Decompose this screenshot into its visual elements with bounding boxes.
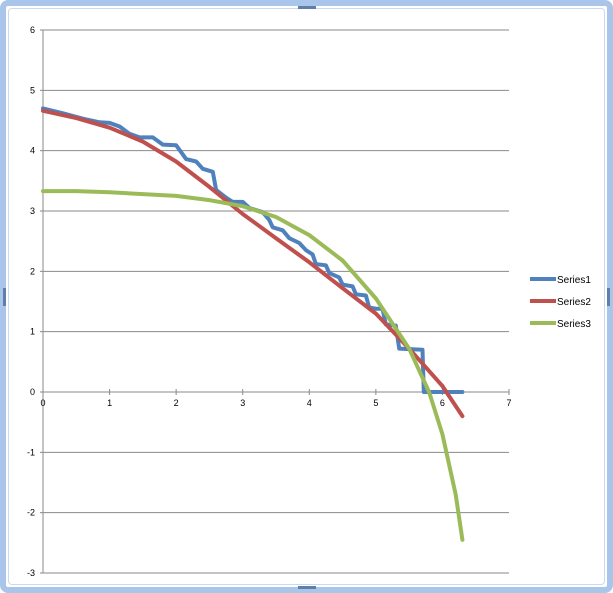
y-tick-label: 2: [30, 266, 35, 276]
resize-handle-top[interactable]: [298, 6, 316, 9]
x-tick-label: 6: [440, 398, 445, 408]
legend-label-3: Series3: [557, 319, 591, 330]
resize-handle-right[interactable]: [607, 288, 610, 306]
y-tick-label: -2: [27, 508, 35, 518]
resize-handle-left[interactable]: [3, 288, 6, 306]
y-tick-label: 0: [30, 387, 35, 397]
resize-handle-bottom[interactable]: [298, 586, 316, 589]
y-tick-label: 6: [30, 25, 35, 35]
x-tick-label: 5: [373, 398, 378, 408]
axes: 6 5 4 3 2 1 0 -1 -2 -3 0 1 2 3 4 5 6 7: [27, 25, 512, 578]
y-tick-label: 5: [30, 85, 35, 95]
series-line-1: [41, 106, 465, 394]
y-tick-label: 3: [30, 206, 35, 216]
gridlines: [43, 29, 509, 574]
legend-label-2: Series2: [557, 297, 591, 308]
series-lines: [41, 106, 465, 542]
y-tick-label: -1: [27, 447, 35, 457]
x-tick-label: 1: [107, 398, 112, 408]
y-tick-label: 1: [30, 327, 35, 337]
x-tick-label: 4: [307, 398, 312, 408]
x-tick-label: 2: [174, 398, 179, 408]
series-line-3: [41, 189, 465, 542]
y-tick-label: 4: [30, 146, 35, 156]
x-tick-label: 7: [506, 398, 511, 408]
series-line-2: [41, 108, 465, 419]
legend-label-1: Series1: [557, 275, 591, 286]
y-tick-label: -3: [27, 568, 35, 578]
x-tick-label: 3: [240, 398, 245, 408]
x-tick-label: 0: [40, 398, 45, 408]
legend: Series1 Series2 Series3: [530, 275, 591, 330]
